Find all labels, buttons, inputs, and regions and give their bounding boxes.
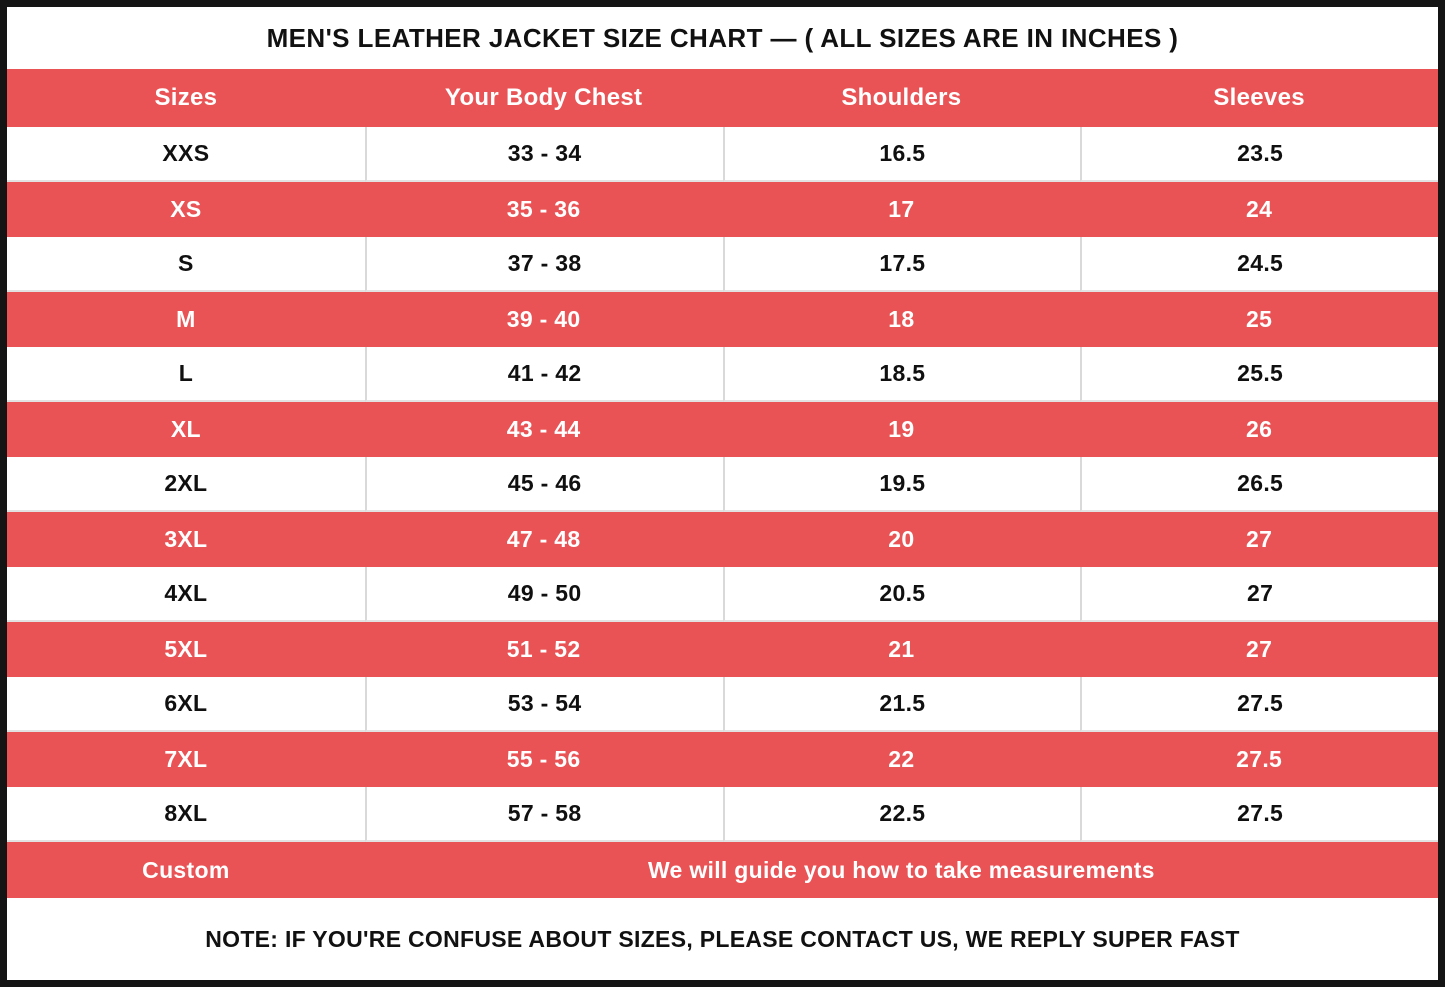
sleeves-cell: 24.5 (1080, 237, 1438, 292)
table-row-3xl: 3XL 47 - 48 20 27 (7, 512, 1438, 567)
shoulders-cell: 16.5 (722, 127, 1081, 182)
shoulders-cell: 19.5 (722, 457, 1081, 512)
sleeves-cell: 24 (1246, 196, 1273, 222)
size-cell: 6XL (7, 677, 365, 732)
header-cell-sizes: Sizes (154, 84, 218, 111)
chest-cell: 45 - 46 (364, 457, 723, 512)
size-cell: 8XL (7, 787, 365, 842)
sleeves-cell: 23.5 (1080, 127, 1438, 182)
size-cell: XL (170, 416, 201, 442)
table-row-m: M 39 - 40 18 25 (7, 292, 1438, 347)
size-cell: 5XL (164, 636, 208, 662)
size-cell: 3XL (164, 526, 208, 552)
sleeves-cell: 26 (1246, 416, 1273, 442)
header-cell-sleeves: Sleeves (1213, 84, 1305, 111)
shoulders-cell: 21 (888, 636, 915, 662)
chest-cell: 43 - 44 (506, 416, 581, 442)
table-row-xs: XS 35 - 36 17 24 (7, 182, 1438, 237)
note-band: NOTE: IF YOU'RE CONFUSE ABOUT SIZES, PLE… (7, 898, 1438, 980)
shoulders-cell: 20.5 (722, 567, 1081, 622)
sleeves-cell: 27.5 (1080, 787, 1438, 842)
chest-cell: 51 - 52 (506, 636, 581, 662)
chest-cell: 41 - 42 (364, 347, 723, 402)
table-row-2xl: 2XL 45 - 46 19.5 26.5 (7, 457, 1438, 512)
chest-cell: 37 - 38 (364, 237, 723, 292)
table-row-xl: XL 43 - 44 19 26 (7, 402, 1438, 457)
size-cell: XXS (7, 127, 365, 182)
chest-cell: 49 - 50 (364, 567, 723, 622)
sleeves-cell: 27.5 (1080, 677, 1438, 732)
shoulders-cell: 21.5 (722, 677, 1081, 732)
size-cell: 2XL (7, 457, 365, 512)
shoulders-cell: 18 (888, 306, 915, 332)
size-cell: L (7, 347, 365, 402)
size-cell: 7XL (164, 746, 208, 772)
table-row-8xl: 8XL 57 - 58 22.5 27.5 (7, 787, 1438, 842)
table-row-xxs: XXS 33 - 34 16.5 23.5 (7, 127, 1438, 182)
size-cell: M (176, 306, 196, 332)
sleeves-cell: 27 (1246, 636, 1273, 662)
shoulders-cell: 22.5 (722, 787, 1081, 842)
sleeves-cell: 27.5 (1236, 746, 1283, 772)
table-row-6xl: 6XL 53 - 54 21.5 27.5 (7, 677, 1438, 732)
size-cell: S (7, 237, 365, 292)
table-row-7xl: 7XL 55 - 56 22 27.5 (7, 732, 1438, 787)
note-text: NOTE: IF YOU'RE CONFUSE ABOUT SIZES, PLE… (205, 925, 1240, 952)
shoulders-cell: 18.5 (722, 347, 1081, 402)
header-cell-shoulders: Shoulders (841, 84, 962, 111)
table-header-row: Sizes Your Body Chest Shoulders Sleeves (7, 69, 1438, 127)
chest-cell: 47 - 48 (506, 526, 581, 552)
header-cell-chest: Your Body Chest (444, 84, 643, 111)
shoulders-cell: 19 (888, 416, 915, 442)
sleeves-cell: 25 (1246, 306, 1273, 332)
chest-cell: 53 - 54 (364, 677, 723, 732)
size-cell: XS (170, 196, 202, 222)
sleeves-cell: 27 (1246, 526, 1273, 552)
sleeves-cell: 27 (1080, 567, 1438, 622)
shoulders-cell: 17 (888, 196, 915, 222)
chart-title: MEN'S LEATHER JACKET SIZE CHART — ( ALL … (266, 22, 1179, 53)
custom-message: We will guide you how to take measuremen… (647, 856, 1155, 883)
chest-cell: 55 - 56 (506, 746, 581, 772)
table-row-l: L 41 - 42 18.5 25.5 (7, 347, 1438, 402)
shoulders-cell: 20 (888, 526, 915, 552)
sleeves-cell: 25.5 (1080, 347, 1438, 402)
chest-cell: 39 - 40 (506, 306, 581, 332)
table-row-s: S 37 - 38 17.5 24.5 (7, 237, 1438, 292)
title-band: MEN'S LEATHER JACKET SIZE CHART — ( ALL … (7, 7, 1438, 69)
size-cell: 4XL (7, 567, 365, 622)
table-row-5xl: 5XL 51 - 52 21 27 (7, 622, 1438, 677)
chest-cell: 33 - 34 (364, 127, 723, 182)
table-row-4xl: 4XL 49 - 50 20.5 27 (7, 567, 1438, 622)
custom-size-label: Custom (142, 856, 230, 883)
shoulders-cell: 22 (888, 746, 915, 772)
sleeves-cell: 26.5 (1080, 457, 1438, 512)
chest-cell: 57 - 58 (364, 787, 723, 842)
chest-cell: 35 - 36 (506, 196, 581, 222)
shoulders-cell: 17.5 (722, 237, 1081, 292)
table-row-custom: Custom We will guide you how to take mea… (7, 842, 1438, 898)
